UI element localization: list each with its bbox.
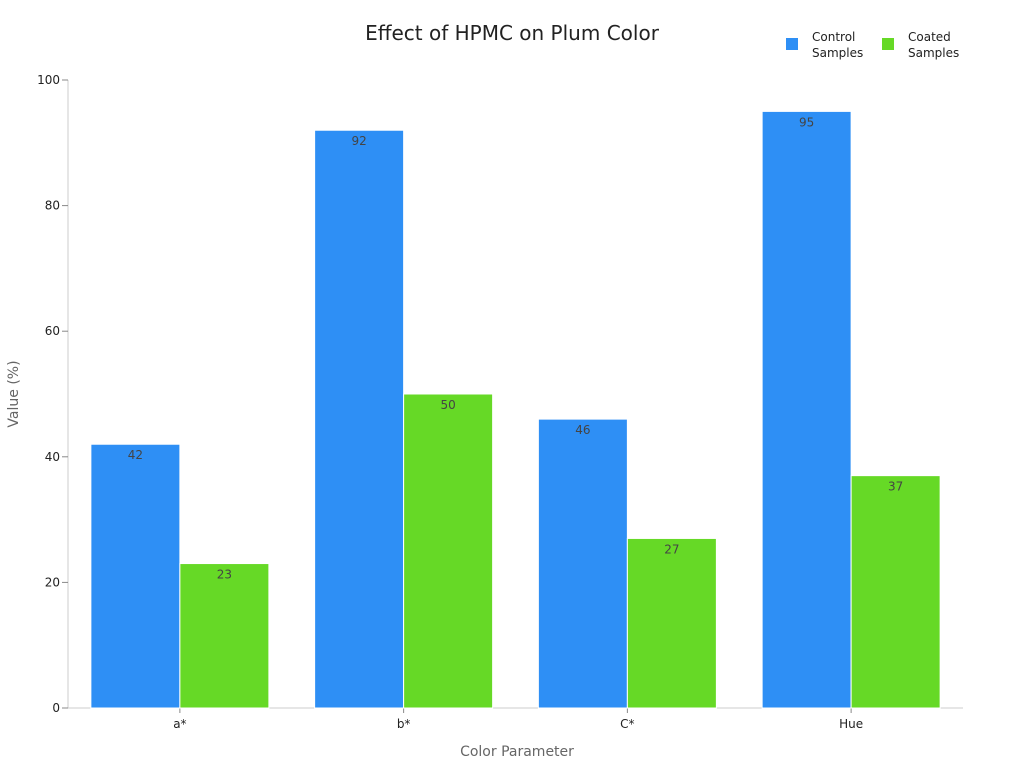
- bar: [314, 129, 405, 709]
- x-tick-label: Hue: [839, 717, 863, 731]
- data-labels: 42 23 92 50 46 27 95 37: [128, 115, 904, 581]
- bar-value-label: 37: [888, 480, 903, 494]
- x-axis-title: Color Parameter: [460, 744, 574, 760]
- bar: [626, 537, 717, 709]
- bar-value-label: 50: [440, 398, 455, 412]
- x-tick-label: a*: [173, 717, 186, 731]
- y-axis-title: Value (%): [6, 360, 22, 427]
- bar-value-label: 42: [128, 448, 143, 462]
- bar-value-label: 95: [799, 115, 814, 129]
- x-tick-label: C*: [620, 717, 634, 731]
- legend-label: Coated Samples: [908, 30, 959, 60]
- bar: [537, 418, 628, 709]
- bar-value-label: 92: [351, 134, 366, 148]
- legend-swatch: [882, 38, 894, 50]
- y-tick-label: 20: [45, 575, 60, 589]
- legend: Control Samples Coated Samples: [786, 30, 959, 60]
- bar: [179, 563, 270, 709]
- bar-value-label: 23: [217, 568, 232, 582]
- y-axis: 0 20 40 60 80 100: [37, 73, 69, 715]
- bar: [403, 393, 494, 709]
- y-tick-label: 100: [37, 73, 60, 87]
- x-tick-label: b*: [397, 717, 411, 731]
- bars: [90, 110, 941, 709]
- bar: [90, 443, 181, 709]
- y-tick-label: 60: [45, 324, 60, 338]
- bar: [850, 475, 941, 709]
- x-axis: a* b* C* Hue: [68, 707, 963, 731]
- legend-swatch: [786, 38, 798, 50]
- bar: [761, 110, 852, 709]
- y-tick-label: 80: [45, 199, 60, 213]
- chart-title: Effect of HPMC on Plum Color: [365, 21, 660, 45]
- y-tick-label: 0: [52, 701, 60, 715]
- y-tick-label: 40: [45, 450, 60, 464]
- legend-label: Control Samples: [812, 30, 863, 60]
- bar-value-label: 27: [664, 542, 679, 556]
- bar-value-label: 46: [575, 423, 590, 437]
